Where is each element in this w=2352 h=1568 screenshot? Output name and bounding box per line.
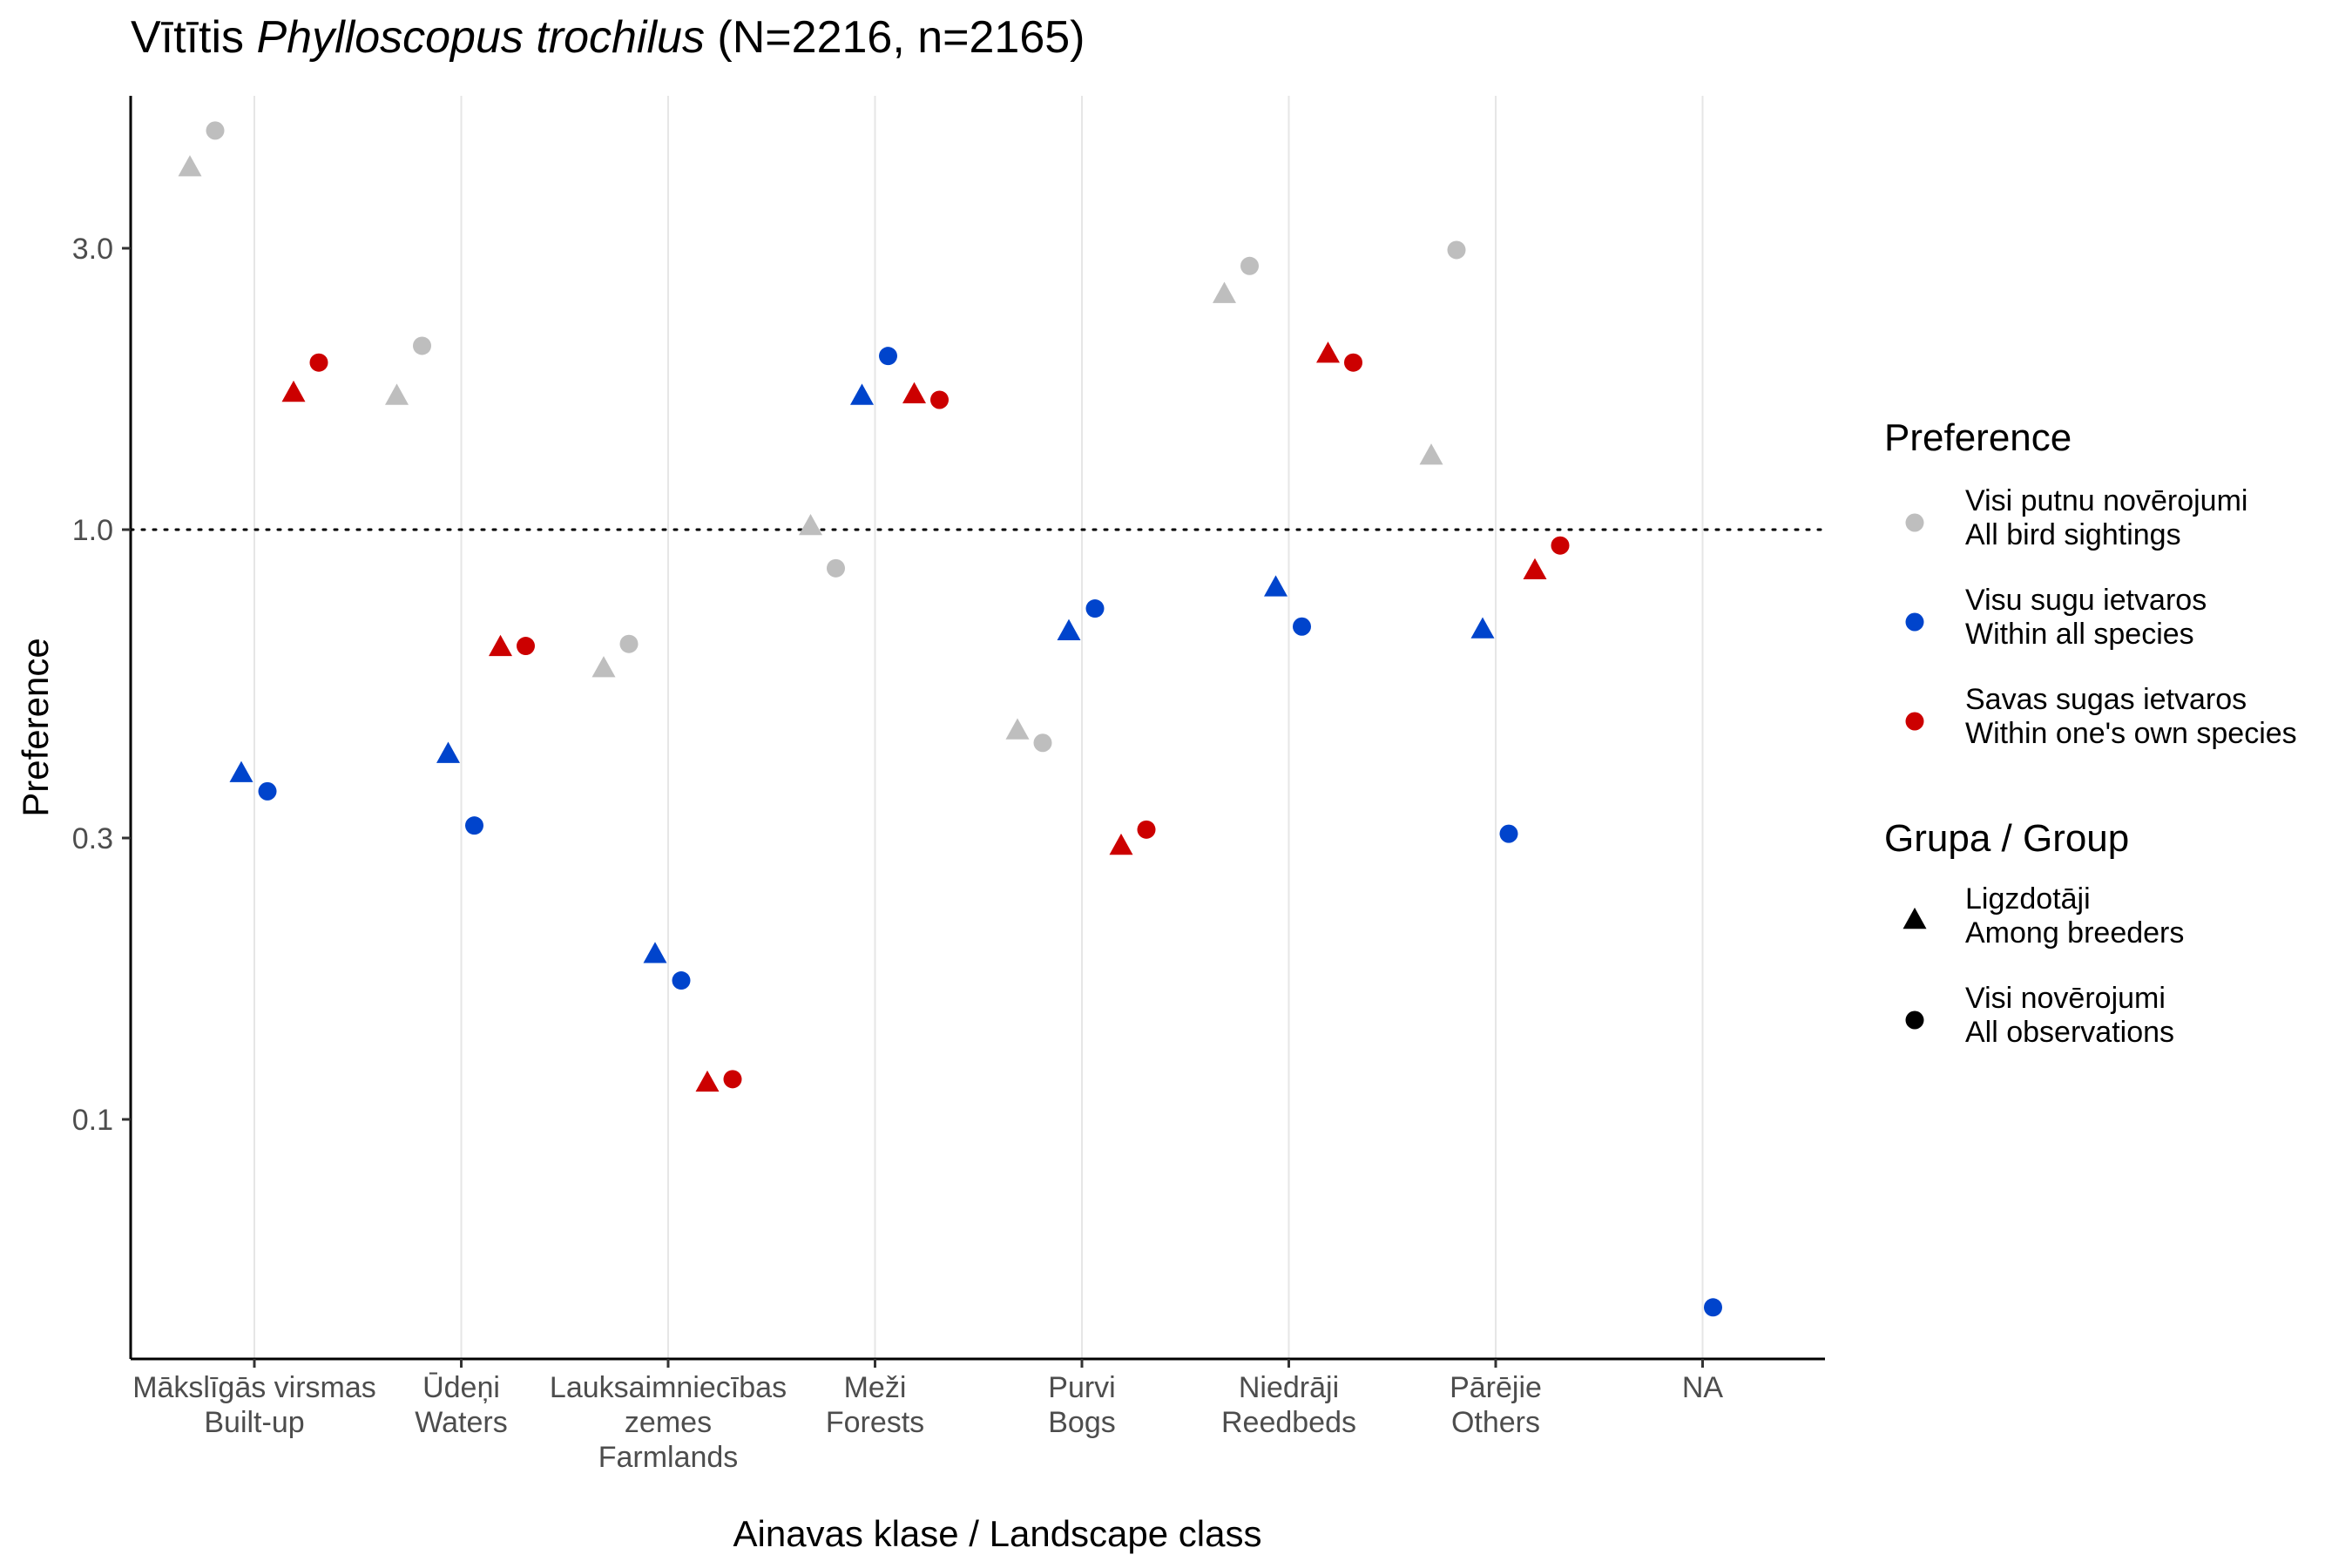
- vertical-grid: [253, 96, 1704, 1359]
- data-point-triangle: [1057, 618, 1081, 640]
- data-point-triangle: [229, 760, 253, 782]
- data-point-triangle: [1264, 575, 1288, 597]
- data-point-triangle: [695, 1070, 720, 1092]
- legend-label: Within one's own species: [1965, 717, 2297, 750]
- data-point-triangle: [1005, 718, 1030, 740]
- data-point-circle: [672, 971, 691, 990]
- legend-group-title: Grupa / Group: [1884, 817, 2129, 860]
- x-tick-label: Built-up: [204, 1406, 304, 1439]
- data-point-triangle: [591, 656, 616, 678]
- data-point-triangle: [385, 383, 409, 405]
- x-tick-label: Mākslīgās virsmas: [132, 1371, 376, 1404]
- legend-label: Visi putnu novērojumi: [1965, 484, 2247, 517]
- title-counts: (N=2216, n=2165): [717, 12, 1085, 63]
- data-point-circle: [1344, 353, 1362, 372]
- legend-label: All bird sightings: [1965, 518, 2181, 551]
- data-point-triangle: [1213, 281, 1236, 303]
- x-tick-label: Niedrāji: [1239, 1371, 1339, 1404]
- y-axis-title: Preference: [15, 638, 56, 816]
- data-point-circle: [930, 390, 949, 409]
- legend-label: Visi novērojumi: [1965, 982, 2166, 1015]
- x-tick-label: zemes: [625, 1406, 712, 1439]
- data-point-circle: [1447, 240, 1466, 260]
- x-tick-label: Waters: [415, 1406, 507, 1439]
- data-point-triangle: [178, 155, 202, 177]
- data-point-triangle: [1470, 617, 1495, 639]
- data-point-triangle: [799, 514, 822, 536]
- data-point-circle: [465, 816, 483, 835]
- data-point-triangle: [281, 380, 306, 402]
- data-point-circle: [517, 637, 535, 656]
- y-tick-label: 1.0: [72, 514, 113, 547]
- data-point-circle: [1137, 820, 1156, 839]
- legend-label: Visu sugu ietvaros: [1965, 584, 2207, 617]
- legend-label: Among breeders: [1965, 916, 2184, 950]
- data-point-triangle: [436, 741, 460, 763]
- data-point-triangle: [1316, 341, 1340, 363]
- x-axis-title: Ainavas klase / Landscape class: [733, 1513, 1261, 1554]
- data-point-triangle: [1523, 558, 1547, 580]
- data-point-circle: [1499, 824, 1518, 843]
- data-point-triangle: [850, 383, 874, 405]
- legend-key-all_species: [1905, 612, 1924, 632]
- data-point-circle: [413, 336, 431, 355]
- x-tick-label: Others: [1451, 1406, 1540, 1439]
- x-tick-label: Ūdeņi: [422, 1371, 500, 1404]
- legend-label: All observations: [1965, 1016, 2174, 1049]
- x-tick-label: Purvi: [1048, 1371, 1115, 1404]
- data-point-circle: [827, 558, 845, 578]
- legend-preference-title: Preference: [1884, 416, 2072, 459]
- data-points: [178, 121, 1722, 1317]
- data-point-circle: [1033, 733, 1052, 753]
- legend-key-all_sightings: [1905, 513, 1924, 532]
- x-tick-label: NA: [1682, 1371, 1724, 1404]
- x-tick-label: Lauksaimniecības: [550, 1371, 787, 1404]
- x-tick-label: Pārējie: [1450, 1371, 1542, 1404]
- data-point-circle: [1240, 256, 1259, 275]
- y-tick-label: 0.1: [72, 1104, 113, 1137]
- legend-key-own_species: [1905, 712, 1924, 731]
- x-tick-label: Bogs: [1048, 1406, 1116, 1439]
- data-point-triangle: [1109, 833, 1133, 855]
- data-point-circle: [723, 1070, 742, 1089]
- data-point-circle: [309, 353, 328, 372]
- legend-label: Within all species: [1965, 618, 2194, 651]
- data-point-circle: [879, 347, 897, 366]
- data-point-circle: [1704, 1298, 1722, 1317]
- legend-label: Ligzdotāji: [1965, 882, 2091, 916]
- data-point-triangle: [643, 942, 667, 963]
- title-scientific-name: Phylloscopus trochilus: [256, 12, 704, 63]
- data-point-triangle: [902, 382, 926, 403]
- y-axis-ticks: 0.1 0.3 1.0 3.0: [72, 233, 131, 1137]
- data-point-circle: [1085, 599, 1105, 618]
- y-tick-label: 0.3: [72, 822, 113, 855]
- x-tick-label: Reedbeds: [1221, 1406, 1356, 1439]
- data-point-circle: [1551, 536, 1570, 555]
- data-point-circle: [619, 634, 639, 653]
- legend-key-breeders: [1903, 907, 1927, 929]
- legend-label: Savas sugas ietvaros: [1965, 683, 2247, 716]
- y-tick-label: 3.0: [72, 233, 113, 266]
- data-point-circle: [206, 121, 225, 140]
- data-point-circle: [1293, 617, 1311, 636]
- x-tick-label: Meži: [844, 1371, 907, 1404]
- data-point-circle: [258, 781, 277, 801]
- data-point-triangle: [1419, 443, 1443, 465]
- data-point-triangle: [489, 634, 512, 657]
- title-common-name: Vītītis: [131, 12, 244, 63]
- x-tick-label: Farmlands: [598, 1441, 739, 1474]
- legend-key-all_obs: [1905, 1010, 1924, 1030]
- x-tick-label: Forests: [826, 1406, 924, 1439]
- chart-title: Vītītis Phylloscopus trochilus (N=2216, …: [131, 12, 1085, 63]
